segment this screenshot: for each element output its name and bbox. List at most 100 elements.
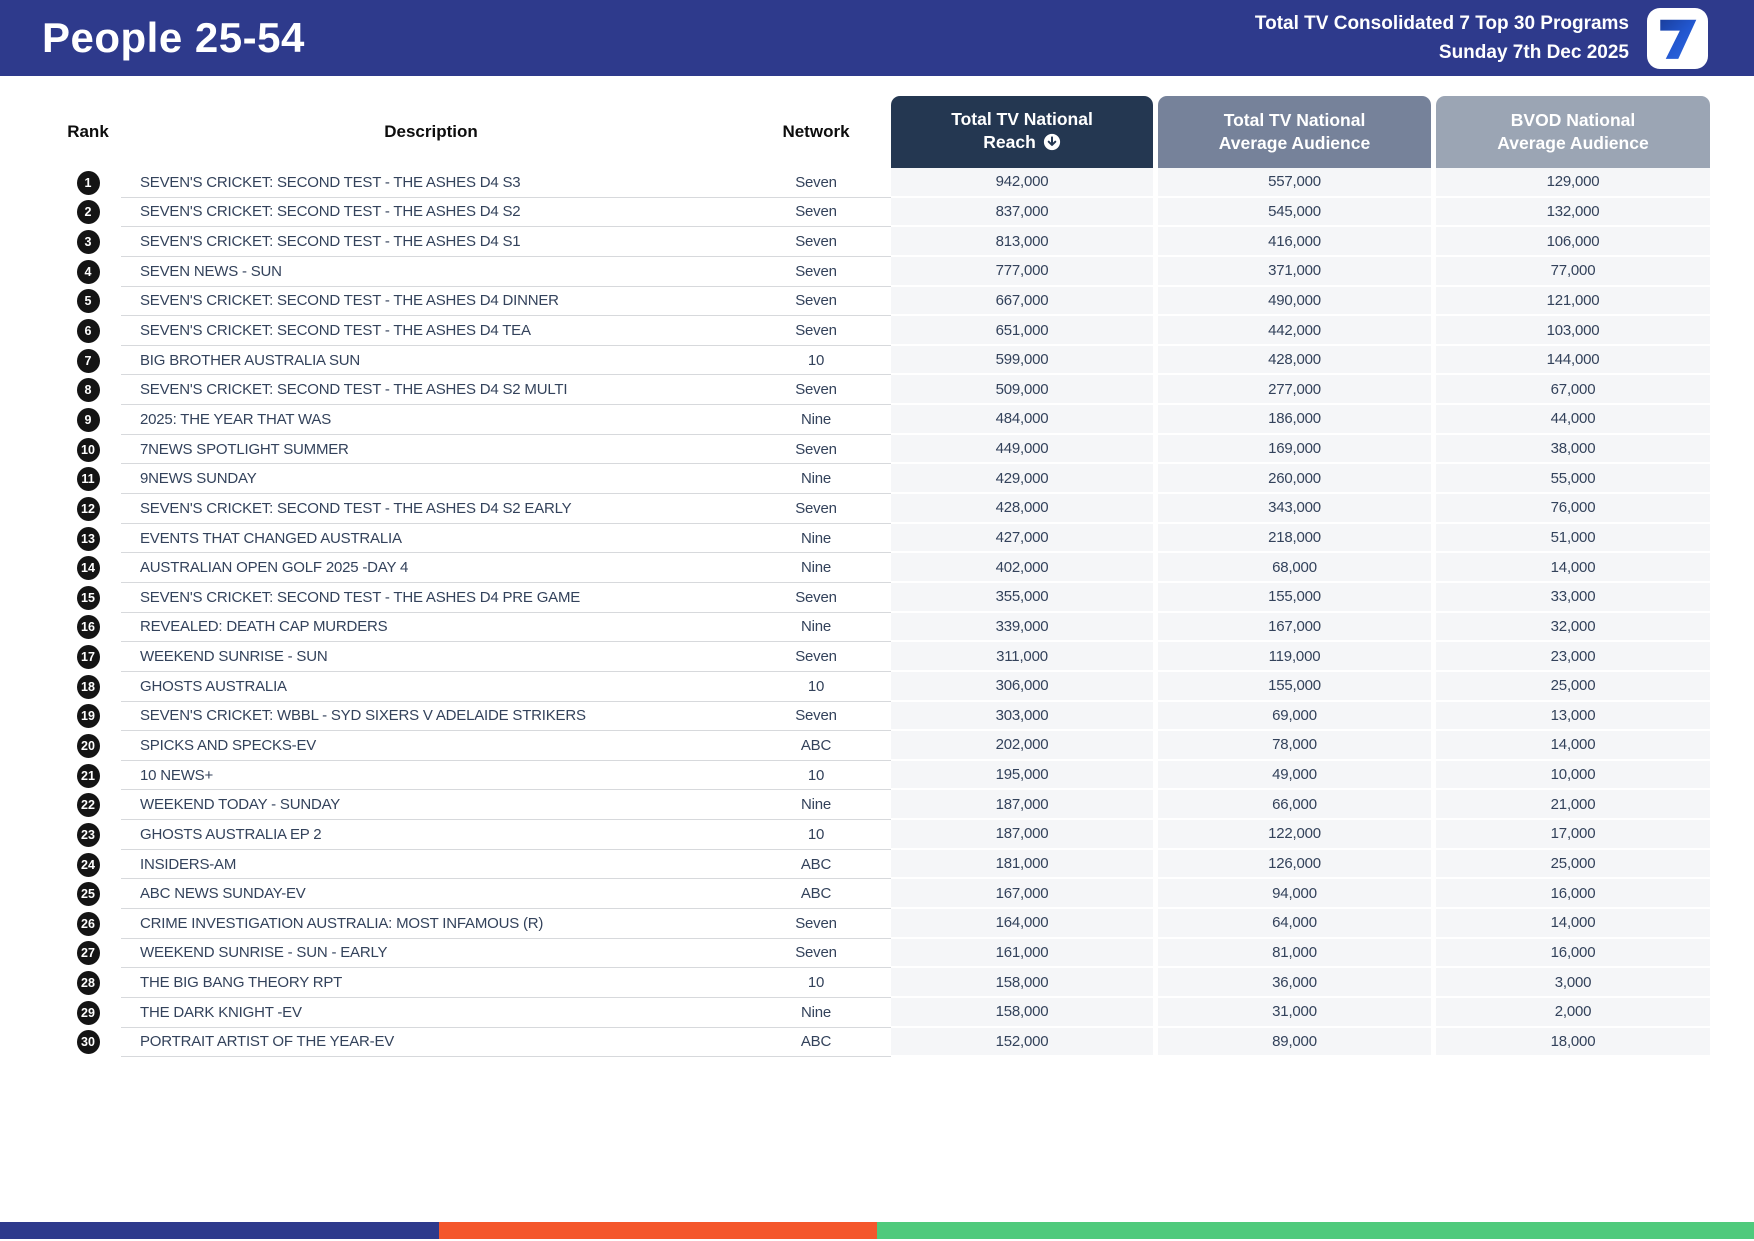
- spacer: [0, 939, 55, 969]
- reach-value: 837,000: [891, 197, 1153, 228]
- spacer: [0, 998, 55, 1028]
- rank-badge: 17: [76, 645, 100, 670]
- spacer: [0, 346, 55, 376]
- down-arrow-circle-icon: [1043, 133, 1061, 157]
- bvod-value: 17,000: [1436, 820, 1710, 850]
- program-description: WEEKEND SUNRISE - SUN - EARLY: [121, 939, 741, 969]
- network-cell: Nine: [741, 553, 891, 583]
- bvod-value: 23,000: [1436, 642, 1710, 672]
- rank-cell: 14: [55, 553, 121, 583]
- rank-badge: 8: [76, 378, 100, 403]
- table-row: 21 10 NEWS+ 10 195,000 49,000 10,000: [0, 760, 1754, 791]
- reach-value: 813,000: [891, 227, 1153, 257]
- spacer: [0, 464, 55, 494]
- reach-value: 195,000: [891, 760, 1153, 791]
- spacer: [0, 316, 55, 346]
- rank-cell: 30: [55, 1028, 121, 1058]
- rank-cell: 12: [55, 494, 121, 524]
- reach-value: 161,000: [891, 938, 1153, 969]
- table-row: 16 REVEALED: DEATH CAP MURDERS Nine 339,000…: [0, 612, 1754, 643]
- avg-audience-value: 442,000: [1158, 316, 1431, 346]
- avg-audience-value: 260,000: [1158, 464, 1431, 495]
- avg-audience-value: 277,000: [1158, 375, 1431, 406]
- program-description: 7NEWS SPOTLIGHT SUMMER: [121, 435, 741, 465]
- reach-value: 187,000: [891, 820, 1153, 850]
- rank-badge: 14: [76, 556, 100, 581]
- bvod-value: 67,000: [1436, 375, 1710, 406]
- rank-badge: 10: [76, 437, 100, 462]
- rank-cell: 25: [55, 879, 121, 909]
- rank-cell: 26: [55, 909, 121, 939]
- spacer: [0, 820, 55, 850]
- rank-badge: 20: [76, 733, 100, 758]
- reach-value: 484,000: [891, 405, 1153, 435]
- table-row: 20 SPICKS AND SPECKS-EV ABC 202,000 78,000 14…: [0, 731, 1754, 761]
- rank-cell: 5: [55, 287, 121, 317]
- spacer: [0, 672, 55, 702]
- spacer: [0, 287, 55, 317]
- bvod-value: 32,000: [1436, 612, 1710, 643]
- rank-badge: 5: [76, 289, 100, 314]
- network-cell: Nine: [741, 405, 891, 435]
- bvod-value: 144,000: [1436, 345, 1710, 376]
- network-cell: Seven: [741, 583, 891, 613]
- bvod-value: 51,000: [1436, 523, 1710, 554]
- spacer: [0, 494, 55, 524]
- network-cell: 10: [741, 346, 891, 376]
- network-cell: ABC: [741, 850, 891, 880]
- reach-value: 402,000: [891, 553, 1153, 583]
- rank-cell: 19: [55, 702, 121, 732]
- program-description: EVENTS THAT CHANGED AUSTRALIA: [121, 524, 741, 554]
- table-row: 6 SEVEN'S CRICKET: SECOND TEST - THE ASHE…: [0, 316, 1754, 346]
- network-cell: Seven: [741, 909, 891, 939]
- footer-bar-blue-segment: [0, 1222, 439, 1239]
- spacer: [0, 1028, 55, 1058]
- program-description: 10 NEWS+: [121, 761, 741, 791]
- avg-audience-value: 66,000: [1158, 790, 1431, 821]
- reach-value: 777,000: [891, 256, 1153, 287]
- rank-cell: 24: [55, 850, 121, 880]
- avg-audience-value: 218,000: [1158, 523, 1431, 554]
- network-cell: ABC: [741, 731, 891, 761]
- rank-cell: 4: [55, 257, 121, 287]
- reach-value: 303,000: [891, 701, 1153, 732]
- program-description: THE BIG BANG THEORY RPT: [121, 968, 741, 998]
- rank-badge: 19: [76, 704, 100, 729]
- program-description: CRIME INVESTIGATION AUSTRALIA: MOST INFA…: [121, 909, 741, 939]
- table-row: 30 PORTRAIT ARTIST OF THE YEAR-EV ABC 152,0…: [0, 1027, 1754, 1058]
- reach-value: 449,000: [891, 434, 1153, 465]
- column-header-reach[interactable]: Total TV National Reach: [891, 96, 1153, 168]
- table-row: 8 SEVEN'S CRICKET: SECOND TEST - THE ASHE…: [0, 375, 1754, 406]
- rank-badge: 11: [76, 467, 100, 492]
- spacer: [0, 375, 55, 405]
- page-title: People 25-54: [42, 14, 305, 61]
- spacer: [0, 96, 55, 168]
- rank-cell: 29: [55, 998, 121, 1028]
- network-cell: ABC: [741, 1028, 891, 1058]
- network-cell: Seven: [741, 702, 891, 732]
- bvod-value: 2,000: [1436, 997, 1710, 1028]
- network-cell: Seven: [741, 494, 891, 524]
- program-description: 9NEWS SUNDAY: [121, 464, 741, 495]
- spacer: [0, 909, 55, 939]
- bvod-value: 13,000: [1436, 701, 1710, 732]
- table-row: 28 THE BIG BANG THEORY RPT 10 158,000 36,000…: [0, 968, 1754, 998]
- reach-value: 306,000: [891, 671, 1153, 702]
- bvod-value: 38,000: [1436, 434, 1710, 465]
- table-row: 12 SEVEN'S CRICKET: SECOND TEST - THE ASH…: [0, 494, 1754, 524]
- program-description: SEVEN NEWS - SUN: [121, 257, 741, 287]
- spacer: [0, 879, 55, 909]
- rank-badge: 21: [76, 763, 100, 788]
- table-row: 22 WEEKEND TODAY - SUNDAY Nine 187,000 66,00…: [0, 790, 1754, 821]
- bvod-value: 14,000: [1436, 909, 1710, 939]
- rank-cell: 20: [55, 731, 121, 761]
- avg-audience-value: 89,000: [1158, 1027, 1431, 1058]
- network-cell: ABC: [741, 879, 891, 910]
- program-description: AUSTRALIAN OPEN GOLF 2025 -DAY 4: [121, 553, 741, 583]
- column-header-avg-audience: Total TV National Average Audience: [1158, 96, 1431, 168]
- program-description: GHOSTS AUSTRALIA: [121, 672, 741, 702]
- table-row: 27 WEEKEND SUNRISE - SUN - EARLY Seven 161,…: [0, 938, 1754, 969]
- rank-cell: 23: [55, 820, 121, 850]
- reach-value: 202,000: [891, 731, 1153, 761]
- reach-value: 181,000: [891, 849, 1153, 880]
